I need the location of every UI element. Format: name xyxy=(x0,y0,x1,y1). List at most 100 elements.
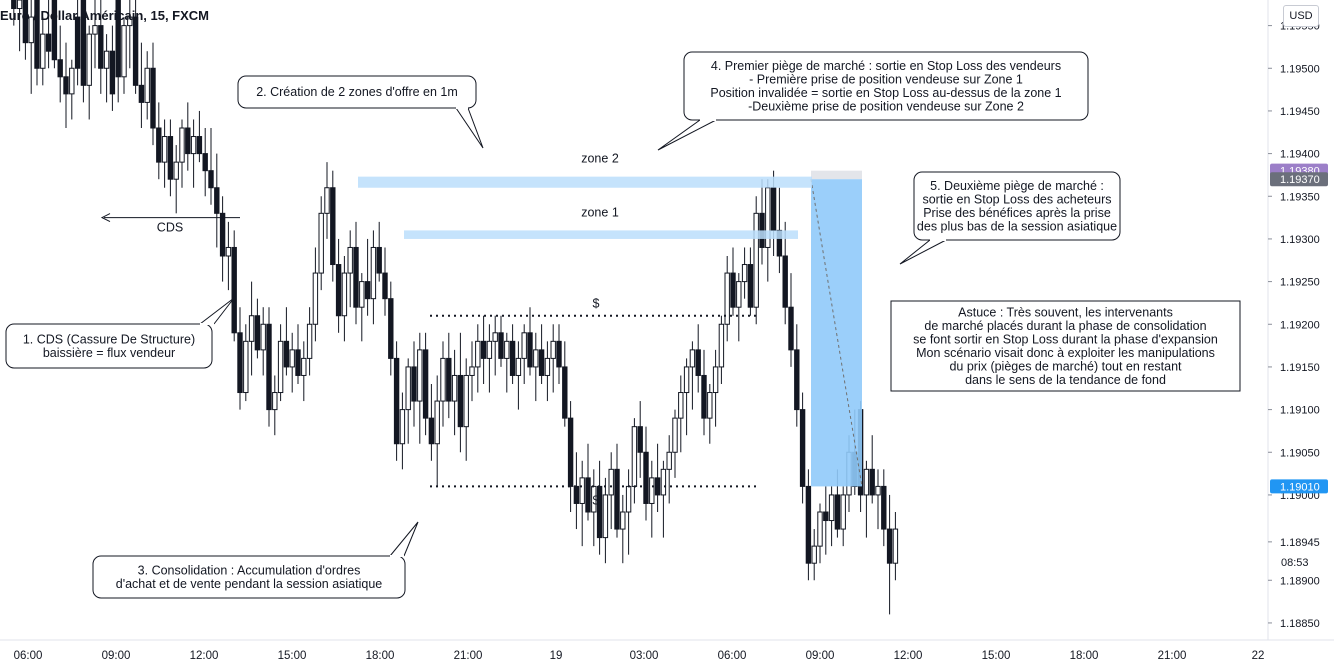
price-tag-label: 1.19370 xyxy=(1280,174,1320,186)
time-tick-label: 15:00 xyxy=(982,650,1011,662)
tip-box-box xyxy=(890,300,1241,392)
candle-bullish xyxy=(40,33,46,69)
callout-first-trap-line: -Deuxième prise de position vendeuse sur… xyxy=(748,99,1024,113)
candle-bullish xyxy=(608,468,614,496)
candle-bullish xyxy=(602,494,609,539)
callout-first-trap[interactable]: 4. Premier piège de marché : sortie en S… xyxy=(657,51,1089,151)
candle-bearish xyxy=(353,246,359,308)
candle-bullish xyxy=(272,392,278,411)
candle-bearish xyxy=(237,332,243,394)
candle-bearish xyxy=(794,349,800,411)
candle-bullish xyxy=(161,136,168,163)
candle-bullish xyxy=(190,136,197,155)
candle-bearish xyxy=(388,298,394,359)
candle-bearish xyxy=(446,357,452,402)
callout-second-trap-line: sortie en Stop Loss des acheteurs xyxy=(922,192,1111,206)
candle-bullish xyxy=(405,366,411,411)
candle-bullish xyxy=(92,25,98,35)
time-tick-label: 06:00 xyxy=(718,650,747,662)
bar-countdown: 08:53 xyxy=(1281,557,1309,569)
candle-bearish xyxy=(214,187,220,214)
candle-bullish xyxy=(225,246,232,257)
candle-bearish xyxy=(196,136,203,155)
time-tick-label: 03:00 xyxy=(630,650,659,662)
tip-box[interactable]: Astuce : Très souvent, les intervenants d… xyxy=(890,300,1241,392)
candle-bullish xyxy=(86,33,92,86)
price-tick-label: 1.18900 xyxy=(1280,575,1320,587)
candle-bearish xyxy=(869,468,875,496)
callout-consolidation[interactable]: 3. Consolidation : Accumulation d'ordres… xyxy=(92,521,419,599)
candle-bearish xyxy=(457,374,464,428)
callout-second-trap[interactable]: 5. Deuxième piège de marché :sortie en S… xyxy=(899,171,1121,265)
candle-bearish xyxy=(150,67,156,129)
candle-bearish xyxy=(573,485,580,504)
candle-bullish xyxy=(736,281,742,308)
candle-bullish xyxy=(173,161,179,180)
candle-bullish xyxy=(69,67,75,95)
candle-bearish xyxy=(886,528,893,564)
supply-zone-2 xyxy=(404,230,798,239)
candle-bearish xyxy=(393,357,400,445)
candle-bullish xyxy=(741,264,748,283)
candle-bearish xyxy=(202,153,208,172)
candle-bullish xyxy=(370,246,377,300)
candle-bearish xyxy=(63,76,69,95)
candle-bullish xyxy=(625,485,632,513)
candle-bullish xyxy=(840,494,846,530)
candle-bearish xyxy=(747,264,754,308)
candle-bullish xyxy=(689,349,696,368)
candle-bullish xyxy=(620,511,626,530)
price-axis[interactable]: 1.195501.195001.194501.194001.193501.193… xyxy=(1267,0,1334,668)
callout-first-trap-line: - Première prise de position vendeuse su… xyxy=(749,72,1023,86)
candle-bullish xyxy=(828,494,835,522)
callout-consolidation-box xyxy=(92,555,406,599)
candle-bullish xyxy=(683,366,690,394)
candle-bullish xyxy=(28,16,34,44)
candle-bullish xyxy=(341,272,348,317)
callout-consolidation-tail xyxy=(389,521,419,557)
candle-bearish xyxy=(881,485,887,530)
price-tag xyxy=(1270,479,1328,494)
liquidity-label-1: $ xyxy=(593,297,600,311)
candle-bearish xyxy=(22,0,29,44)
callout-structure-break[interactable]: 1. CDS (Cassure De Structure)baissière =… xyxy=(5,297,235,369)
tip-box-line: Mon scénario visait donc à exploiter les… xyxy=(916,346,1215,360)
candle-bearish xyxy=(109,50,116,95)
candle-bearish xyxy=(770,187,777,231)
callout-second-trap-tail xyxy=(899,239,947,265)
candle-bearish xyxy=(411,366,417,402)
price-tick-label: 1.19350 xyxy=(1280,191,1320,203)
callout-second-trap-line: 5. Deuxième piège de marché : xyxy=(930,179,1104,193)
tip-box-line: dans le sens de la tendance de fond xyxy=(965,373,1166,387)
candle-bearish xyxy=(295,349,301,376)
candle-bearish xyxy=(11,0,17,10)
candle-bullish xyxy=(492,332,498,342)
time-tick-label: 19 xyxy=(550,650,563,662)
candle-bullish xyxy=(649,477,655,504)
candle-bullish xyxy=(440,357,446,402)
candle-bearish xyxy=(585,477,591,513)
time-tick-label: 06:00 xyxy=(14,650,43,662)
price-tick-label: 1.19450 xyxy=(1280,106,1320,118)
time-axis[interactable]: 06:00 09:00 12:00 15:00 18:00 21:00 19 03:00 06:… xyxy=(0,639,1334,662)
candle-bearish xyxy=(567,417,574,487)
callout-second-trap-line: des plus bas de la session asiatique xyxy=(917,219,1117,233)
tip-box-line: Astuce : Très souvent, les intervenants xyxy=(958,305,1173,319)
candle-bullish xyxy=(347,246,353,274)
candle-bullish xyxy=(103,50,110,69)
currency-button[interactable]: USD xyxy=(1283,5,1319,27)
callout-first-trap-box xyxy=(683,51,1089,121)
time-tick-label: 21:00 xyxy=(1158,650,1187,662)
callout-supply-zones[interactable]: 2. Création de 2 zones d'offre en 1m xyxy=(237,75,484,149)
price-axis-bg xyxy=(1268,0,1334,668)
cds-label: CDS xyxy=(157,221,183,235)
candle-bullish xyxy=(301,357,307,376)
candle-bullish xyxy=(486,340,493,359)
candle-bearish xyxy=(643,451,649,504)
candle-bullish xyxy=(672,417,678,453)
callout-structure-break-box xyxy=(5,323,213,369)
candle-bullish xyxy=(277,340,284,394)
candle-bullish xyxy=(550,340,556,359)
candle-bullish xyxy=(666,451,672,470)
